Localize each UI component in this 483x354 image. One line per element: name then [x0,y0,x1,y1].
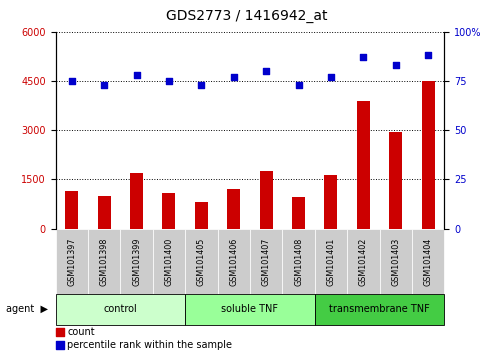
Text: GSM101407: GSM101407 [262,237,270,286]
Text: GSM101402: GSM101402 [359,237,368,286]
Text: count: count [67,327,95,337]
Bar [195,202,208,229]
Bar [260,171,272,229]
Text: GSM101405: GSM101405 [197,237,206,286]
Point [68,78,76,84]
Point [327,74,335,80]
Bar [65,191,78,229]
Bar [56,294,185,325]
Text: soluble TNF: soluble TNF [221,304,279,314]
Bar [283,229,315,294]
Bar [380,229,412,294]
Point [230,74,238,80]
Text: transmembrane TNF: transmembrane TNF [329,304,430,314]
Text: GSM101404: GSM101404 [424,237,433,286]
Text: GSM101401: GSM101401 [327,237,336,286]
Bar [325,175,338,229]
Bar [292,198,305,229]
Text: GSM101406: GSM101406 [229,237,238,286]
Bar [88,229,120,294]
Bar [185,229,217,294]
Point [262,68,270,74]
Bar [98,196,111,229]
Text: percentile rank within the sample: percentile rank within the sample [67,340,232,350]
Bar [389,132,402,229]
Bar [153,229,185,294]
Bar [185,294,315,325]
Bar [120,229,153,294]
Bar [315,229,347,294]
Bar [315,294,444,325]
Bar [130,173,143,229]
Bar [217,229,250,294]
Point [288,283,296,289]
Bar [227,189,240,229]
Text: agent  ▶: agent ▶ [6,304,48,314]
Point [295,82,302,88]
Bar [56,229,88,294]
Bar [422,81,435,229]
Point [100,82,108,88]
Text: control: control [103,304,137,314]
Text: GDS2773 / 1416942_at: GDS2773 / 1416942_at [166,9,327,23]
Bar [412,229,444,294]
Point [198,82,205,88]
Point [133,72,141,78]
Point [288,166,296,172]
Text: GSM101399: GSM101399 [132,237,141,286]
Point [359,55,367,60]
Bar [347,229,380,294]
Point [424,53,432,58]
Point [392,62,399,68]
Text: GSM101408: GSM101408 [294,237,303,286]
Text: GSM101400: GSM101400 [164,237,173,286]
Bar [162,193,175,229]
Text: GSM101397: GSM101397 [67,237,76,286]
Text: GSM101398: GSM101398 [99,237,109,286]
Point [165,78,173,84]
Bar [250,229,283,294]
Text: GSM101403: GSM101403 [391,237,400,286]
Bar [357,101,370,229]
